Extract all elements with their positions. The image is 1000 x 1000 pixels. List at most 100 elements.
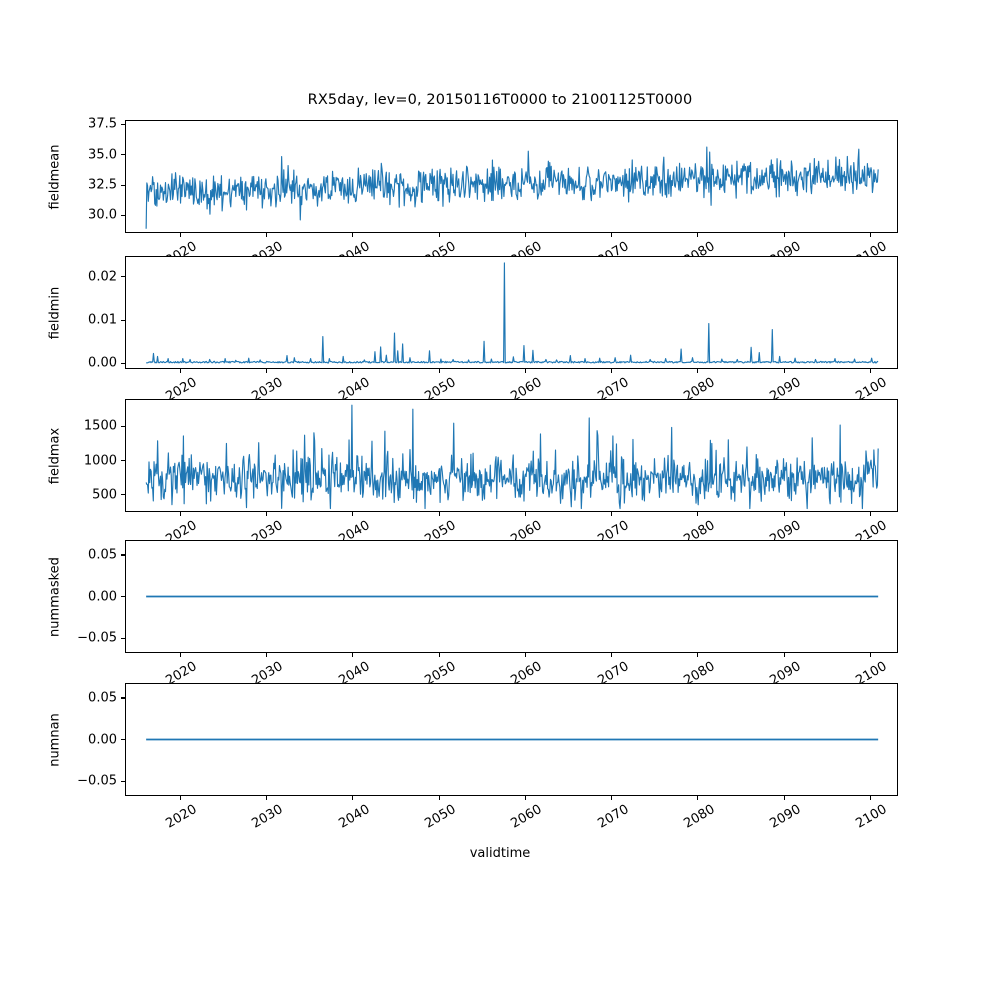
subplot-fieldmax: 500 1000 1500 fieldmax — [48, 399, 898, 516]
y-tick-mark — [121, 362, 125, 364]
x-tick-mark — [783, 512, 785, 516]
x-tick-mark — [352, 512, 354, 516]
y-axis-label-nummasked: nummasked — [47, 556, 63, 637]
x-tick-mark — [869, 796, 871, 800]
figure-title: RX5day, lev=0, 20150116T0000 to 21001125… — [307, 92, 693, 108]
y-tick-mark — [121, 276, 125, 278]
y-tick-mark — [121, 214, 125, 216]
axes-frame-fieldmean — [125, 120, 898, 233]
y-tick-label: 1500 — [83, 418, 117, 434]
y-tick-mark — [121, 780, 125, 782]
x-tick-mark — [697, 653, 699, 657]
x-tick-mark — [783, 369, 785, 373]
y-tick-label: 0.02 — [88, 269, 117, 285]
y-tick-label: 0.00 — [88, 355, 117, 371]
x-tick-mark — [611, 233, 613, 237]
x-tick-mark — [783, 233, 785, 237]
x-tick-mark — [179, 512, 181, 516]
y-axis-label-fieldmean: fieldmean — [47, 144, 63, 209]
y-tick-label: 0.05 — [88, 690, 117, 706]
x-tick-mark — [352, 796, 354, 800]
x-tick-mark — [697, 369, 699, 373]
x-tick-mark — [438, 233, 440, 237]
series-fieldmean — [145, 146, 879, 229]
x-tick-mark — [783, 653, 785, 657]
x-tick-mark — [697, 512, 699, 516]
axes-frame-fieldmin — [125, 256, 898, 369]
y-tick-label: 1000 — [83, 453, 117, 469]
x-tick-mark — [524, 796, 526, 800]
y-tick-mark — [121, 154, 125, 156]
x-tick-mark — [524, 512, 526, 516]
y-tick-label: 500 — [92, 487, 117, 503]
y-tick-mark — [121, 596, 125, 598]
subplot-nummasked: −0.05 0.00 0.05 nummasked — [48, 540, 898, 657]
y-tick-mark — [121, 184, 125, 186]
x-tick-mark — [438, 653, 440, 657]
x-axis-label: validtime — [469, 846, 531, 861]
y-tick-label: 37.5 — [88, 116, 117, 132]
series-numnan — [146, 738, 879, 741]
x-tick-mark — [611, 653, 613, 657]
x-tick-mark — [783, 796, 785, 800]
x-tick-mark — [265, 233, 268, 237]
y-tick-mark — [121, 123, 125, 125]
x-tick-mark — [611, 369, 613, 373]
y-tick-mark — [121, 319, 125, 321]
x-tick-mark — [524, 369, 526, 373]
x-tick-mark — [179, 233, 181, 237]
axes-frame-numnan — [125, 683, 898, 796]
y-tick-label: 0.00 — [88, 732, 117, 747]
x-tick-mark — [179, 369, 181, 373]
x-tick-mark — [524, 653, 526, 657]
y-tick-mark — [121, 494, 125, 496]
x-tick-mark — [352, 653, 354, 657]
x-tick-mark — [611, 796, 613, 800]
x-tick-mark — [438, 796, 440, 800]
series-fieldmin — [146, 262, 879, 364]
y-axis-label-numnan: numnan — [47, 712, 63, 767]
series-fieldmax — [145, 404, 879, 510]
y-axis-label-fieldmin: fieldmin — [47, 286, 63, 339]
x-tick-mark — [265, 369, 268, 373]
x-tick-mark — [352, 369, 354, 373]
y-tick-label: −0.05 — [77, 773, 117, 789]
y-tick-label: 35.0 — [88, 147, 117, 163]
x-tick-mark — [265, 653, 268, 657]
x-tick-mark — [869, 653, 871, 657]
series-nummasked — [146, 595, 879, 598]
y-tick-label: 30.0 — [88, 207, 117, 223]
axes-frame-fieldmax — [125, 399, 898, 512]
subplot-fieldmin: 0.00 0.01 0.02 fieldmin — [48, 256, 898, 373]
y-tick-label: 0.05 — [88, 547, 117, 563]
axes-frame-nummasked — [125, 540, 898, 653]
x-tick-mark — [438, 512, 440, 516]
x-tick-mark — [869, 233, 871, 237]
subplot-fieldmean: 30.0 32.5 35.0 37.5 fieldmean — [48, 117, 898, 237]
x-tick-mark — [179, 796, 181, 800]
y-tick-mark — [121, 739, 125, 741]
x-tick-mark — [869, 512, 871, 516]
subplot-numnan: −0.05 0.00 0.05 numnan — [48, 683, 898, 800]
y-axis-label-fieldmax: fieldmax — [47, 427, 63, 484]
x-tick-mark — [697, 796, 699, 800]
x-tick-mark — [697, 233, 699, 237]
y-tick-label: 32.5 — [88, 177, 117, 193]
y-tick-mark — [121, 697, 125, 699]
y-tick-label: −0.05 — [77, 630, 117, 646]
x-tick-mark — [265, 796, 268, 800]
x-tick-mark — [869, 369, 871, 373]
x-tick-mark — [352, 233, 354, 237]
x-tick-mark — [611, 512, 613, 516]
y-tick-label: 0.00 — [88, 589, 117, 604]
x-tick-mark — [179, 653, 181, 657]
x-tick-mark — [524, 233, 526, 237]
y-tick-mark — [121, 637, 125, 639]
y-tick-mark — [121, 554, 125, 556]
y-tick-label: 0.01 — [88, 312, 117, 328]
y-tick-mark — [121, 460, 125, 462]
x-tick-mark — [265, 512, 268, 516]
x-tick-mark — [438, 369, 440, 373]
y-tick-mark — [121, 425, 125, 427]
